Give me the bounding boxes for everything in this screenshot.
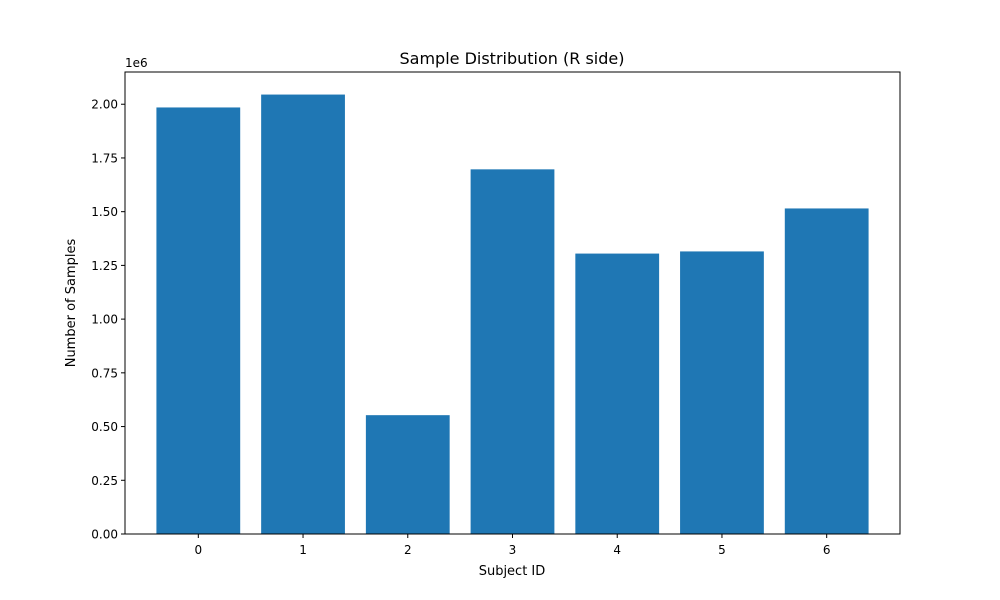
x-axis-ticks: 0 1 2 3 4 5 6: [194, 534, 831, 557]
bars-group: [156, 94, 869, 534]
x-tick-label: 5: [718, 543, 726, 557]
bar-6: [784, 208, 869, 534]
y-tick-label: 2.00: [91, 98, 118, 112]
y-tick-label: 0.25: [91, 474, 118, 488]
y-tick-label: 0.00: [91, 528, 118, 542]
x-tick-label: 0: [194, 543, 202, 557]
chart-title: Sample Distribution (R side): [400, 49, 625, 68]
x-tick-label: 3: [509, 543, 517, 557]
bar-3: [470, 169, 555, 534]
y-axis-title: Number of Samples: [64, 239, 79, 368]
y-tick-label: 0.50: [91, 420, 118, 434]
y-tick-label: 1.25: [91, 259, 118, 273]
plot-area-frame: [124, 71, 901, 535]
y-tick-label: 1.00: [91, 313, 118, 327]
y-tick-label: 1.50: [91, 205, 118, 219]
y-axis-ticks: 0.00 0.25 0.50 0.75 1.00 1.25 1.50 1.75 2.00: [91, 98, 125, 542]
x-tick-label: 2: [404, 543, 412, 557]
y-axis-offset-label: 1e6: [125, 56, 148, 70]
x-tick-label: 4: [613, 543, 621, 557]
y-tick-label: 0.75: [91, 366, 118, 380]
bar-2: [365, 415, 450, 534]
x-tick-label: 1: [299, 543, 307, 557]
bar-1: [261, 94, 345, 534]
x-axis-title: Subject ID: [479, 564, 546, 579]
y-tick-label: 1.75: [91, 151, 118, 165]
bar-5: [680, 251, 764, 534]
bar-0: [156, 107, 241, 534]
bar-4: [575, 253, 660, 534]
x-tick-label: 6: [823, 543, 831, 557]
